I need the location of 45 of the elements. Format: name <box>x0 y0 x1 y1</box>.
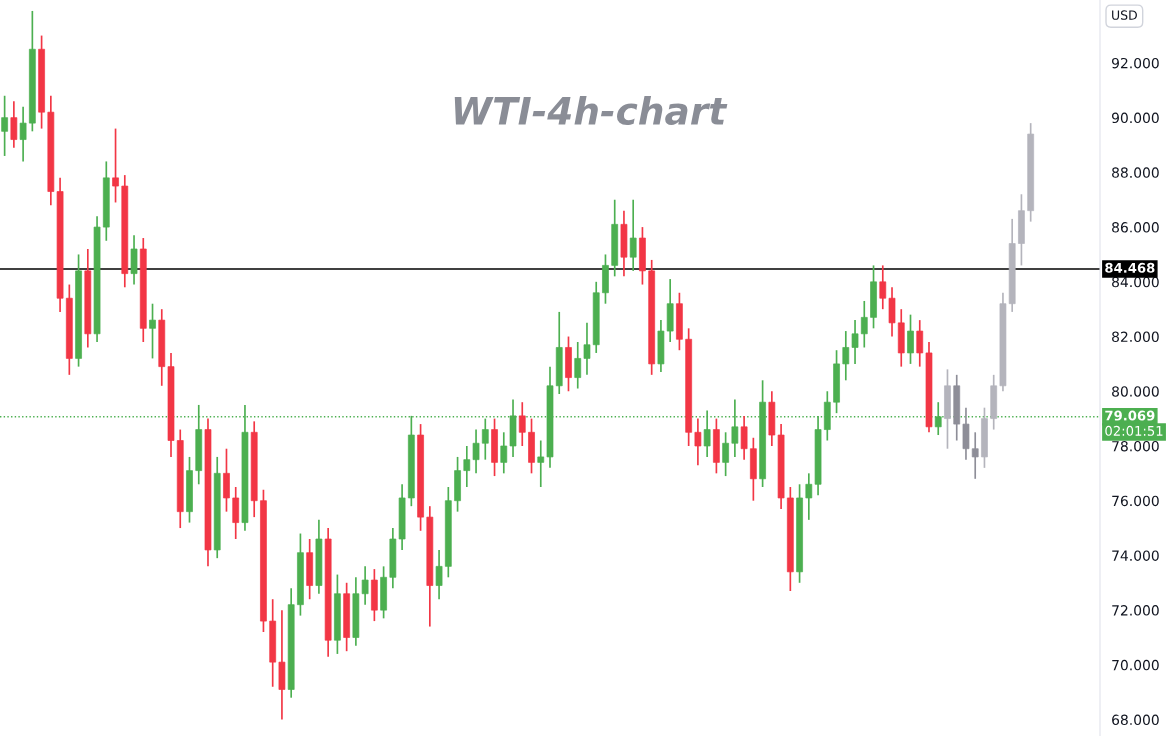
candlestick <box>842 330 850 382</box>
candlestick <box>500 431 508 475</box>
ref-line-label: 79.069 <box>1105 410 1155 421</box>
candlestick <box>537 439 545 488</box>
candlestick <box>971 431 979 480</box>
candlestick <box>435 549 443 601</box>
y-tick-label: 74.000 <box>1112 550 1159 561</box>
candlestick <box>472 428 480 475</box>
candlestick <box>149 302 156 360</box>
ref-line-label: 84.468 <box>1105 262 1155 273</box>
candlestick <box>10 100 18 149</box>
candlestick <box>805 472 813 521</box>
candlestick <box>19 105 27 163</box>
y-tick-label: 80.000 <box>1112 386 1159 397</box>
y-tick-label: 70.000 <box>1112 659 1159 671</box>
candlestick <box>583 322 591 376</box>
y-tick-label: 72.000 <box>1112 605 1159 616</box>
candlestick <box>518 401 526 447</box>
candlestick <box>851 319 859 365</box>
text: WTI-4h-chart <box>454 95 728 125</box>
y-tick-label: 92.000 <box>1111 57 1159 69</box>
candlestick <box>860 300 868 349</box>
candlestick <box>703 409 711 458</box>
y-tick-label: 82.000 <box>1112 331 1159 343</box>
candlestick <box>629 198 637 272</box>
candlestick <box>112 127 119 204</box>
candlestick <box>694 417 702 466</box>
candlestick <box>879 264 887 311</box>
candlestick <box>463 445 471 488</box>
y-tick-label: 68.000 <box>1112 714 1159 726</box>
y-tick-label: 86.000 <box>1112 222 1159 233</box>
candlestick <box>916 319 924 368</box>
candlestick <box>722 431 729 477</box>
text: USD <box>1112 10 1137 20</box>
y-tick-label: 88.000 <box>1112 167 1159 178</box>
candlestick <box>907 313 914 365</box>
y-tick-label: 78.000 <box>1112 440 1159 452</box>
candlestick <box>574 341 582 390</box>
y-tick-label: 76.000 <box>1112 495 1159 507</box>
candlestick <box>1 94 8 157</box>
y-tick-label: 90.000 <box>1111 112 1159 124</box>
candlestick <box>740 415 748 461</box>
text: 02:01:51 <box>1105 425 1163 436</box>
candlestick <box>481 417 489 461</box>
y-tick-label: 84.000 <box>1112 276 1159 288</box>
